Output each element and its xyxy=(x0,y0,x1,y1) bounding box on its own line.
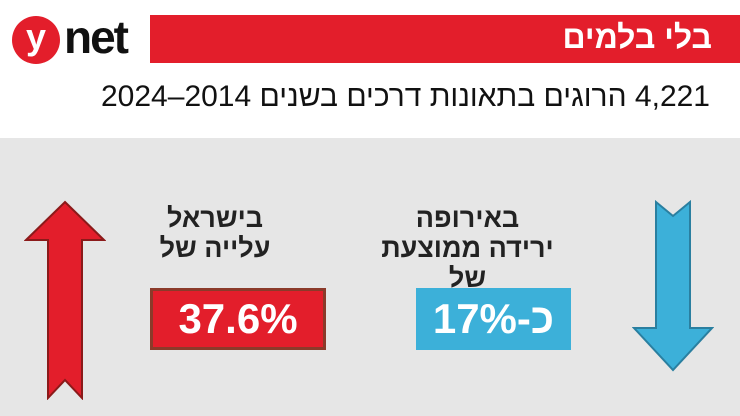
logo-y: y xyxy=(12,16,60,64)
headline: 4,221 הרוגים בתאונות דרכים בשנים 2014–20… xyxy=(101,80,710,113)
logo-net: net xyxy=(64,11,129,63)
israel-value: 37.6% xyxy=(178,295,298,342)
israel-line2: עלייה של xyxy=(159,233,271,263)
banner-title: בלי בלמים xyxy=(562,19,712,55)
section-banner: בלי בלמים xyxy=(150,15,740,63)
ynet-logo: y net xyxy=(12,11,142,66)
europe-value: כ-17% xyxy=(432,295,555,342)
europe-line2: ירידה ממוצעת של xyxy=(381,233,554,293)
europe-label: באירופה ירידה ממוצעת של xyxy=(380,203,555,293)
israel-value-box: 37.6% xyxy=(150,288,326,350)
europe-value-box: כ-17% xyxy=(416,288,571,350)
down-arrow-icon xyxy=(632,200,714,372)
israel-line1: בישראל xyxy=(166,203,264,233)
europe-line1: באירופה xyxy=(415,203,520,233)
israel-label: בישראל עלייה של xyxy=(140,203,290,263)
infographic-body: בישראל עלייה של 37.6% באירופה ירידה ממוצ… xyxy=(0,138,740,416)
up-arrow-icon xyxy=(24,200,106,400)
